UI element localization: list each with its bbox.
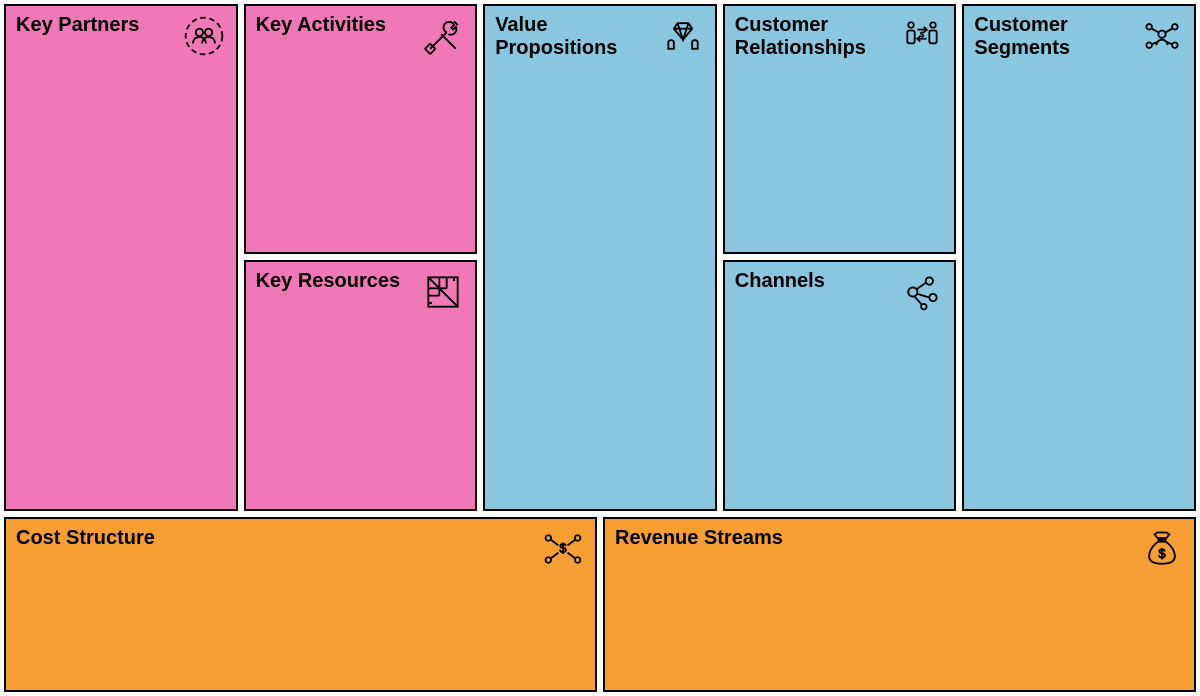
money-bag-icon: $ <box>1140 527 1184 571</box>
svg-text:$: $ <box>920 30 924 39</box>
block-key-activities: Key Activities <box>244 4 478 254</box>
block-title: Cost Structure <box>16 527 155 550</box>
exchange-icon: $ <box>900 14 944 58</box>
svg-text:$: $ <box>559 540 566 555</box>
block-title: Key Partners <box>16 14 139 37</box>
block-title: Key Activities <box>256 14 386 37</box>
business-model-canvas: Key Partners Key Activities <box>0 0 1200 696</box>
block-title: Channels <box>735 270 825 293</box>
block-cost-structure: Cost Structure $ <box>4 517 597 692</box>
block-channels: Channels <box>723 260 957 510</box>
block-customer-segments: Customer Segments <box>962 4 1196 511</box>
block-value-propositions: Value Propositions <box>483 4 717 511</box>
block-title: Value Propositions <box>495 14 642 60</box>
partners-icon <box>182 14 226 58</box>
segments-icon <box>1140 14 1184 58</box>
diamond-hands-icon <box>661 14 705 58</box>
block-key-partners: Key Partners <box>4 4 238 511</box>
block-key-resources: Key Resources <box>244 260 478 510</box>
block-revenue-streams: Revenue Streams $ <box>603 517 1196 692</box>
block-title: Customer Relationships <box>735 14 882 60</box>
block-customer-relationships: Customer Relationships $ <box>723 4 957 254</box>
tools-icon <box>421 14 465 58</box>
svg-text:$: $ <box>1158 546 1165 561</box>
grid-icon <box>421 270 465 314</box>
network-icon <box>900 270 944 314</box>
block-title: Key Resources <box>256 270 401 293</box>
block-title: Revenue Streams <box>615 527 783 550</box>
block-title: Customer Segments <box>974 14 1121 60</box>
cost-icon: $ <box>541 527 585 571</box>
